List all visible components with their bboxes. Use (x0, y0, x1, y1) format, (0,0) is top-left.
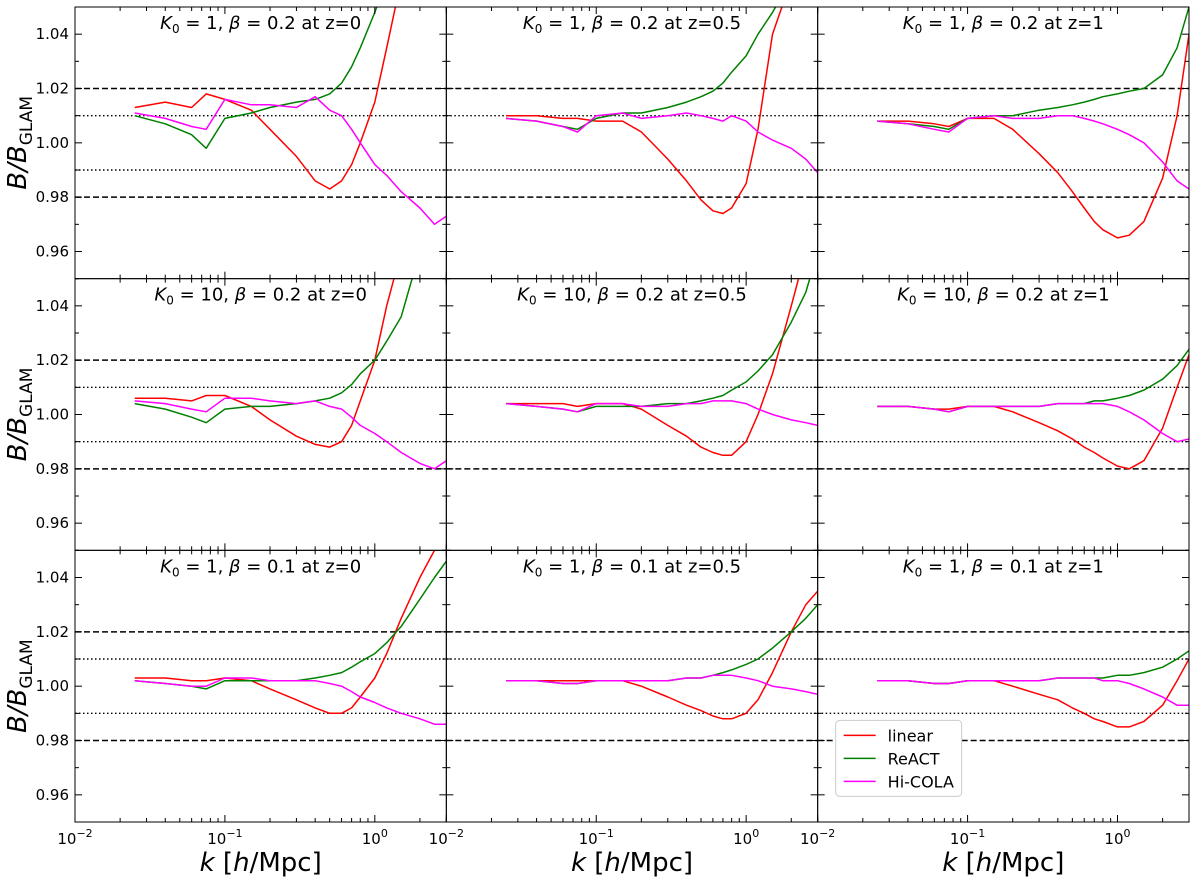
series-line-linear (134, 550, 436, 715)
panel-5: K0 = 10, β = 0.2 at z=0.5 (445, 278, 819, 551)
x-tick-label: 10−2 (800, 827, 835, 848)
series-line-linear (506, 590, 818, 720)
y-tick-label: 1.02 (36, 80, 69, 98)
x-axis-label: k [h/Mpc] (571, 848, 693, 878)
series-group (877, 7, 1190, 239)
panel-title: K0 = 1, β = 0.1 at z=0 (160, 556, 361, 579)
series-group (877, 348, 1190, 470)
y-tick-label: 0.98 (36, 188, 69, 206)
series-group (505, 7, 818, 215)
series-line-react (506, 604, 818, 685)
series-group (505, 278, 818, 457)
panel-title: K0 = 1, β = 0.1 at z=1 (903, 556, 1104, 579)
series-line-linear (506, 7, 783, 215)
panel-2: K0 = 1, β = 0.2 at z=0.5 (445, 6, 819, 280)
y-tick-label: 1.04 (36, 569, 69, 587)
y-tick-label: 1.00 (36, 677, 69, 695)
x-tick-label: 10−2 (429, 827, 464, 848)
x-tick-label: 10−1 (950, 827, 985, 848)
series-line-linear (134, 278, 395, 448)
series-line-linear (134, 7, 397, 190)
y-tick-label: 0.98 (36, 732, 69, 750)
y-tick-label: 0.98 (36, 460, 69, 478)
panel-title: K0 = 10, β = 0.2 at z=0 (154, 285, 367, 308)
panel-6: K0 = 10, β = 0.2 at z=1 (817, 278, 1190, 551)
panel-title: K0 = 1, β = 0.2 at z=0.5 (523, 13, 741, 36)
series-line-hi-cola (877, 114, 1190, 190)
y-tick-label: 1.04 (36, 25, 69, 43)
y-tick-label: 1.02 (36, 623, 69, 641)
panel-frame (74, 6, 447, 280)
series-line-react (134, 278, 413, 424)
series-line-linear (877, 658, 1190, 728)
panel-4: K0 = 10, β = 0.2 at z=0 0.96 0.98 1.00 1.02 1… (3, 278, 447, 551)
panel-title: K0 = 1, β = 0.1 at z=0.5 (523, 556, 741, 579)
series-line-react (134, 560, 447, 690)
panel-frame (74, 278, 447, 551)
series-line-react (505, 7, 777, 131)
series-line-hi-cola (877, 677, 1189, 706)
series-group (134, 7, 447, 226)
y-axis-label: B/BGLAM (3, 368, 37, 462)
x-tick-label: 100 (733, 827, 759, 848)
x-axis-label: k [h/Mpc] (942, 848, 1064, 878)
series-line-react (877, 7, 1190, 131)
x-axis-label: k [h/Mpc] (200, 848, 322, 878)
panel-frame (445, 278, 819, 551)
panel-3: K0 = 1, β = 0.2 at z=1 (817, 6, 1190, 280)
y-tick-label: 1.00 (36, 406, 69, 424)
panel-frame (445, 6, 819, 280)
legend: linear ReACT Hi-COLA (835, 719, 963, 797)
series-group (877, 650, 1190, 728)
x-tick-label: 100 (362, 827, 388, 848)
panel-frame (817, 6, 1190, 280)
series-line-react (877, 650, 1190, 685)
panel-title: K0 = 1, β = 0.2 at z=0 (160, 13, 361, 36)
panel-frame (445, 549, 819, 823)
panel-9: K0 = 1, β = 0.1 at z=1 10−2 10−1 100 k [h/Mp… (800, 549, 1190, 878)
y-tick-label: 0.96 (36, 243, 69, 261)
series-group (134, 278, 447, 470)
series-line-hi-cola (134, 677, 447, 725)
legend-label: ReACT (888, 749, 940, 768)
panel-frame (74, 549, 447, 823)
panel-7: K0 = 1, β = 0.1 at z=0 0.96 0.98 1.00 1.02 1.… (3, 549, 447, 878)
legend-label: linear (888, 726, 934, 745)
series-line-hi-cola (505, 400, 818, 427)
y-tick-label: 0.96 (36, 786, 69, 804)
y-axis-label: B/BGLAM (3, 96, 37, 190)
y-tick-label: 1.02 (36, 351, 69, 369)
series-line-react (134, 7, 378, 150)
series-line-linear (877, 34, 1190, 239)
legend-box (835, 719, 963, 797)
x-tick-label: 100 (1104, 827, 1130, 848)
series-line-hi-cola (505, 112, 818, 174)
series-line-hi-cola (134, 95, 447, 226)
y-tick-label: 1.04 (36, 297, 69, 315)
y-tick-label: 1.00 (36, 134, 69, 152)
x-tick-label: 10−2 (57, 827, 92, 848)
x-tick-label: 10−1 (579, 827, 614, 848)
panel-1: K0 = 1, β = 0.2 at z=0 0.96 0.98 1.00 1.02 1.… (3, 6, 447, 280)
series-line-hi-cola (877, 402, 1190, 443)
panel-title: K0 = 10, β = 0.2 at z=0.5 (517, 285, 747, 308)
series-group (134, 550, 447, 725)
series-line-hi-cola (134, 397, 447, 470)
panel-title: K0 = 1, β = 0.2 at z=1 (903, 13, 1104, 36)
series-line-linear (877, 354, 1190, 470)
series-line-hi-cola (506, 674, 818, 696)
y-axis-label: B/BGLAM (3, 639, 37, 733)
panel-title: K0 = 10, β = 0.2 at z=1 (897, 285, 1109, 308)
legend-label: Hi-COLA (888, 772, 954, 791)
series-group (506, 590, 818, 720)
y-tick-label: 0.96 (36, 514, 69, 532)
x-tick-label: 10−1 (207, 827, 242, 848)
series-line-react (877, 348, 1190, 413)
panel-8: K0 = 1, β = 0.1 at z=0.5 10−2 10−1 100 k [h/… (429, 549, 819, 878)
series-line-linear (506, 278, 800, 457)
